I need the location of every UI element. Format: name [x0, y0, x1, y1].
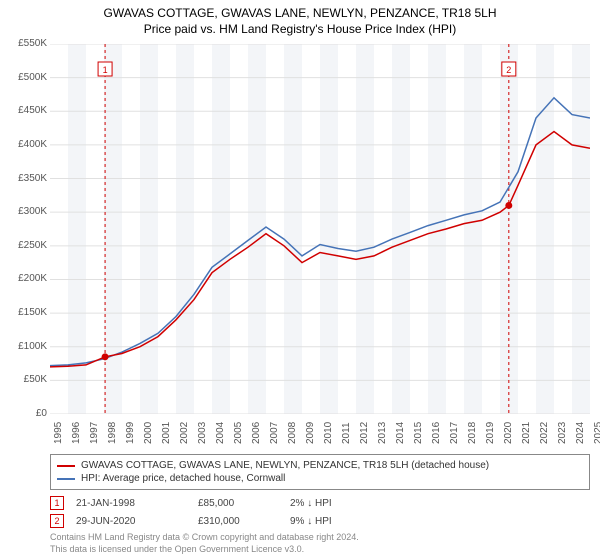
y-tick-label: £250K	[2, 240, 47, 251]
y-tick-label: £450K	[2, 105, 47, 116]
chart-plot-area: 12	[50, 44, 590, 414]
legend-label-hpi: HPI: Average price, detached house, Corn…	[81, 473, 285, 484]
x-tick-label: 2019	[485, 422, 496, 444]
sale-diff-1: 2% ↓ HPI	[290, 498, 370, 509]
x-tick-label: 1999	[125, 422, 136, 444]
x-tick-label: 2002	[179, 422, 190, 444]
y-tick-label: £50K	[2, 374, 47, 385]
x-axis-labels: 1995 1996 1997 1998 1999 2000 2001 2002 2003 2004…	[50, 416, 590, 456]
x-tick-label: 2018	[467, 422, 478, 444]
x-tick-label: 2008	[287, 422, 298, 444]
x-tick-label: 2016	[431, 422, 442, 444]
sale-row-2: 2 29-JUN-2020 £310,000 9% ↓ HPI	[50, 512, 590, 530]
footer-line2: This data is licensed under the Open Gov…	[50, 544, 359, 556]
x-tick-label: 2020	[503, 422, 514, 444]
chart-container: GWAVAS COTTAGE, GWAVAS LANE, NEWLYN, PEN…	[0, 0, 600, 560]
legend-swatch-hpi	[57, 478, 75, 480]
y-tick-label: £0	[2, 408, 47, 419]
y-tick-label: £100K	[2, 341, 47, 352]
sale-row-1: 1 21-JAN-1998 £85,000 2% ↓ HPI	[50, 494, 590, 512]
sale-price-2: £310,000	[198, 516, 278, 527]
legend-swatch-property	[57, 465, 75, 467]
x-tick-label: 2015	[413, 422, 424, 444]
svg-text:1: 1	[103, 65, 108, 75]
y-tick-label: £400K	[2, 139, 47, 150]
x-tick-label: 2012	[359, 422, 370, 444]
x-tick-label: 2005	[233, 422, 244, 444]
y-tick-label: £200K	[2, 273, 47, 284]
x-tick-label: 2010	[323, 422, 334, 444]
chart-title-line2: Price paid vs. HM Land Registry's House …	[0, 20, 600, 42]
x-tick-label: 2009	[305, 422, 316, 444]
y-tick-label: £500K	[2, 72, 47, 83]
sale-marker-1: 1	[50, 496, 64, 510]
y-tick-label: £550K	[2, 38, 47, 49]
x-tick-label: 1996	[71, 422, 82, 444]
footer-line1: Contains HM Land Registry data © Crown c…	[50, 532, 359, 544]
x-tick-label: 2004	[215, 422, 226, 444]
x-tick-label: 2024	[575, 422, 586, 444]
y-tick-label: £350K	[2, 173, 47, 184]
x-tick-label: 2022	[539, 422, 550, 444]
legend-box: GWAVAS COTTAGE, GWAVAS LANE, NEWLYN, PEN…	[50, 454, 590, 490]
x-tick-label: 1995	[53, 422, 64, 444]
x-tick-label: 2021	[521, 422, 532, 444]
y-tick-label: £300K	[2, 206, 47, 217]
x-tick-label: 2001	[161, 422, 172, 444]
sale-date-1: 21-JAN-1998	[76, 498, 186, 509]
y-tick-label: £150K	[2, 307, 47, 318]
sale-marker-2: 2	[50, 514, 64, 528]
x-tick-label: 2007	[269, 422, 280, 444]
x-tick-label: 2000	[143, 422, 154, 444]
x-tick-label: 2003	[197, 422, 208, 444]
x-tick-label: 2013	[377, 422, 388, 444]
chart-title-line1: GWAVAS COTTAGE, GWAVAS LANE, NEWLYN, PEN…	[0, 0, 600, 20]
x-tick-label: 2014	[395, 422, 406, 444]
x-tick-label: 1998	[107, 422, 118, 444]
legend-row-property: GWAVAS COTTAGE, GWAVAS LANE, NEWLYN, PEN…	[57, 459, 583, 472]
chart-svg: 12	[50, 44, 590, 414]
footer-attribution: Contains HM Land Registry data © Crown c…	[50, 532, 359, 555]
x-tick-label: 2025	[593, 422, 600, 444]
x-tick-label: 2017	[449, 422, 460, 444]
x-tick-label: 2023	[557, 422, 568, 444]
sale-date-2: 29-JUN-2020	[76, 516, 186, 527]
sale-price-1: £85,000	[198, 498, 278, 509]
sale-diff-2: 9% ↓ HPI	[290, 516, 370, 527]
x-tick-label: 2011	[341, 422, 352, 444]
x-tick-label: 1997	[89, 422, 100, 444]
legend-row-hpi: HPI: Average price, detached house, Corn…	[57, 472, 583, 485]
x-tick-label: 2006	[251, 422, 262, 444]
sales-table: 1 21-JAN-1998 £85,000 2% ↓ HPI 2 29-JUN-…	[50, 494, 590, 530]
legend-label-property: GWAVAS COTTAGE, GWAVAS LANE, NEWLYN, PEN…	[81, 460, 489, 471]
svg-text:2: 2	[506, 65, 511, 75]
